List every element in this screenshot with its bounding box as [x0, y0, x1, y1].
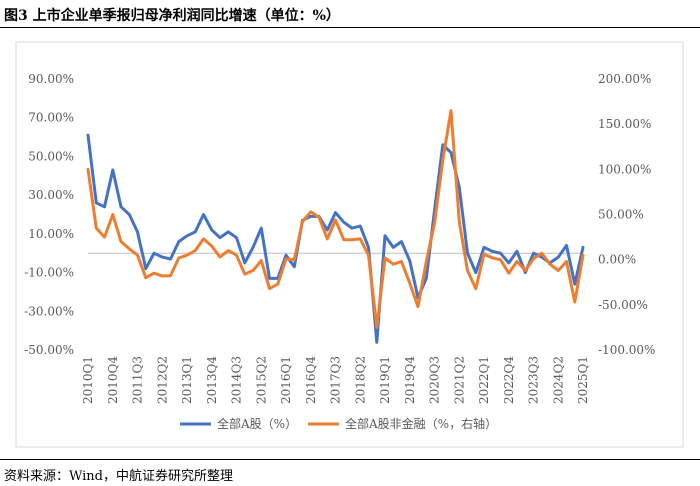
x-axis-tick-label: 2022Q1 — [477, 356, 491, 404]
x-axis-tick-label: 2010Q4 — [106, 356, 120, 404]
right-axis-tick-label: -50.00% — [598, 298, 648, 312]
x-axis-tick-label: 2013Q1 — [180, 356, 194, 404]
x-axis-tick-label: 2012Q2 — [155, 356, 169, 404]
left-axis-ticks: 90.00% 70.00% 50.00% 30.00% 10.00% -10.00% -30… — [24, 72, 74, 357]
series-lines — [86, 109, 585, 344]
x-axis-tick-label: 2025Q1 — [576, 356, 590, 404]
x-axis-tick-label: 2013Q4 — [205, 356, 219, 404]
right-axis-tick-label: 0.00% — [598, 253, 636, 267]
right-axis-tick-label: -100.00% — [598, 343, 655, 357]
source-rule — [0, 459, 700, 460]
left-axis-tick-label: -30.00% — [24, 304, 74, 318]
x-axis-tick-label: 2024Q2 — [551, 356, 565, 404]
x-axis-tick-label: 2018Q2 — [353, 356, 367, 404]
x-axis-tick-label: 2017Q3 — [329, 356, 343, 404]
right-axis-tick-label: 150.00% — [598, 117, 651, 131]
x-axis-ticks: 2010Q1 2010Q4 2011Q3 2012Q2 2013Q1 2013Q4 2014… — [81, 356, 590, 404]
right-axis-tick-label: 200.00% — [598, 72, 651, 86]
right-axis-tick-label: 100.00% — [598, 162, 651, 176]
x-axis-tick-label: 2023Q3 — [527, 356, 541, 404]
x-axis-tick-label: 2014Q3 — [230, 356, 244, 404]
left-axis-tick-label: -50.00% — [24, 343, 74, 357]
left-axis-tick-label: 70.00% — [28, 111, 74, 125]
x-axis-tick-label: 2019Q4 — [403, 356, 417, 404]
x-axis-tick-label: 2020Q3 — [428, 356, 442, 404]
x-axis-tick-label: 2021Q2 — [452, 356, 466, 404]
left-axis-tick-label: -10.00% — [24, 266, 74, 280]
x-axis-tick-label: 2010Q1 — [81, 356, 95, 404]
x-axis-tick-label: 2015Q2 — [254, 356, 268, 404]
legend-label: 全部A股非金融（%，右轴） — [345, 416, 497, 431]
left-axis-tick-label: 10.00% — [28, 227, 74, 241]
left-axis-tick-label: 50.00% — [28, 149, 74, 163]
right-axis-tick-label: 50.00% — [598, 208, 644, 222]
series-line-all-a-shares — [86, 133, 585, 344]
chart-frame — [15, 41, 684, 448]
legend-label: 全部A股（%） — [217, 416, 297, 431]
x-axis-tick-label: 2016Q1 — [279, 356, 293, 404]
x-axis-tick-label: 2011Q3 — [131, 356, 145, 404]
x-axis-tick-label: 2019Q1 — [378, 356, 392, 404]
figure-title: 图3 上市企业单季报归母净利润同比增速（单位：%） — [4, 8, 340, 24]
x-axis-tick-label: 2016Q4 — [304, 356, 318, 404]
left-axis-tick-label: 30.00% — [28, 188, 74, 202]
title-rule — [0, 27, 700, 28]
series-line-non-financial — [86, 109, 585, 329]
x-axis-tick-label: 2022Q4 — [502, 356, 516, 404]
source-note: 资料来源：Wind，中航证券研究所整理 — [4, 469, 233, 484]
right-axis-ticks: 200.00% 150.00% 100.00% 50.00% 0.00% -50.00% -… — [598, 72, 655, 357]
left-axis-tick-label: 90.00% — [28, 72, 74, 86]
legend: 全部A股（%） 全部A股非金融（%，右轴） — [180, 416, 497, 431]
